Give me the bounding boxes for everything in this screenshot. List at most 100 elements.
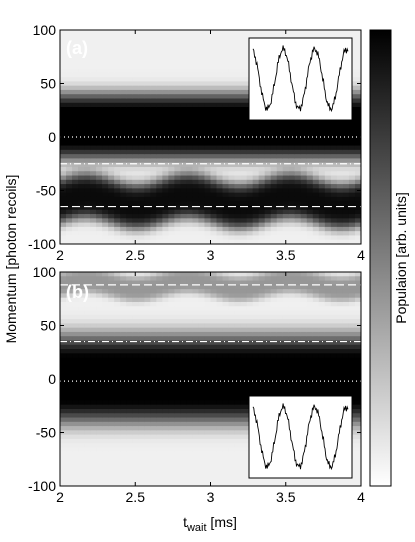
heatmap-cell	[282, 209, 290, 215]
heatmap-cell	[90, 184, 97, 189]
heatmap-cell	[276, 149, 284, 155]
heatmap-cell	[84, 47, 91, 52]
heatmap-cell	[282, 289, 290, 294]
heatmap-cell	[264, 162, 272, 168]
heatmap-cell	[114, 166, 121, 172]
heatmap-cell	[264, 192, 272, 198]
heatmap-cell	[264, 30, 272, 35]
heatmap-cell	[258, 327, 266, 333]
heatmap-cell	[318, 158, 326, 164]
heatmap-cell	[276, 297, 284, 303]
heatmap-cell	[120, 68, 127, 74]
heatmap-cell	[78, 158, 85, 164]
heatmap-cell	[138, 55, 145, 61]
heatmap-cell	[294, 171, 302, 177]
heatmap-cell	[90, 404, 97, 410]
heatmap-cell	[132, 171, 139, 177]
heatmap-cell	[120, 438, 127, 444]
heatmap-cell	[192, 124, 200, 130]
heatmap-cell	[228, 107, 236, 112]
heatmap-cell	[102, 47, 109, 52]
heatmap-cell	[330, 379, 338, 384]
heatmap-cell	[78, 460, 85, 466]
heatmap-cell	[132, 64, 139, 70]
heatmap-cell	[144, 383, 151, 389]
heatmap-cell	[198, 158, 206, 164]
heatmap-cell	[114, 400, 121, 406]
heatmap-cell	[210, 310, 218, 316]
heatmap-cell	[282, 477, 290, 483]
heatmap-cell	[186, 51, 194, 57]
heatmap-cell	[156, 451, 163, 457]
heatmap-cell	[186, 115, 194, 121]
heatmap-cell	[204, 42, 212, 48]
heatmap-cell	[96, 111, 103, 117]
heatmap-cell	[96, 323, 103, 329]
heatmap-cell	[66, 149, 73, 155]
heatmap-cell	[150, 59, 157, 65]
heatmap-cell	[120, 357, 127, 363]
heatmap-cell	[72, 85, 79, 91]
heatmap-cell	[198, 196, 206, 202]
heatmap-cell	[78, 331, 85, 337]
heatmap-cell	[330, 192, 338, 198]
heatmap-cell	[108, 391, 115, 397]
heatmap-cell	[342, 226, 350, 232]
heatmap-cell	[300, 306, 308, 312]
heatmap-cell	[198, 447, 206, 453]
heatmap-cell	[276, 184, 284, 189]
heatmap-cell	[180, 310, 188, 316]
heatmap-cell	[252, 188, 260, 194]
heatmap-cell	[282, 319, 290, 324]
heatmap-cell	[78, 42, 85, 48]
heatmap-cell	[78, 196, 85, 202]
heatmap-cell	[156, 276, 163, 282]
heatmap-cell	[126, 145, 133, 151]
heatmap-cell	[342, 361, 350, 367]
heatmap-cell	[252, 272, 260, 277]
heatmap-cell	[192, 179, 200, 185]
heatmap-cell	[204, 481, 212, 486]
heatmap-cell	[336, 357, 344, 363]
heatmap-cell	[168, 85, 175, 91]
heatmap-cell	[72, 301, 79, 307]
heatmap-cell	[222, 353, 230, 359]
heatmap-cell	[96, 214, 103, 219]
heatmap-cell	[216, 89, 224, 95]
heatmap-cell	[318, 205, 326, 211]
heatmap-cell	[168, 226, 175, 232]
heatmap-cell	[192, 443, 200, 449]
heatmap-cell	[126, 421, 133, 427]
heatmap-cell	[162, 184, 169, 189]
heatmap-cell	[258, 145, 266, 151]
heatmap-cell	[240, 383, 248, 389]
heatmap-cell	[84, 421, 91, 427]
heatmap-cell	[114, 327, 121, 333]
heatmap-cell	[348, 306, 356, 312]
heatmap-cell	[270, 218, 278, 224]
heatmap-cell	[126, 158, 133, 164]
heatmap-cell	[156, 327, 163, 333]
heatmap-cell	[114, 154, 121, 159]
heatmap-cell	[144, 222, 151, 228]
heatmap-cell	[180, 55, 188, 61]
heatmap-cell	[312, 149, 320, 155]
heatmap-cell	[210, 218, 218, 224]
heatmap-cell	[96, 344, 103, 350]
heatmap-cell	[204, 336, 212, 342]
heatmap-cell	[222, 417, 230, 423]
heatmap-cell	[144, 47, 151, 52]
heatmap-cell	[114, 128, 121, 134]
heatmap-cell	[108, 42, 115, 48]
heatmap-cell	[120, 72, 127, 78]
heatmap-cell	[120, 391, 127, 397]
heatmap-cell	[180, 434, 188, 440]
heatmap-cell	[84, 192, 91, 198]
heatmap-cell	[300, 119, 308, 125]
inset-a	[248, 37, 353, 121]
heatmap-cell	[138, 417, 145, 423]
heatmap-cell	[324, 370, 332, 376]
heatmap-cell	[90, 141, 97, 147]
heatmap-cell	[240, 426, 248, 431]
heatmap-cell	[246, 184, 254, 189]
